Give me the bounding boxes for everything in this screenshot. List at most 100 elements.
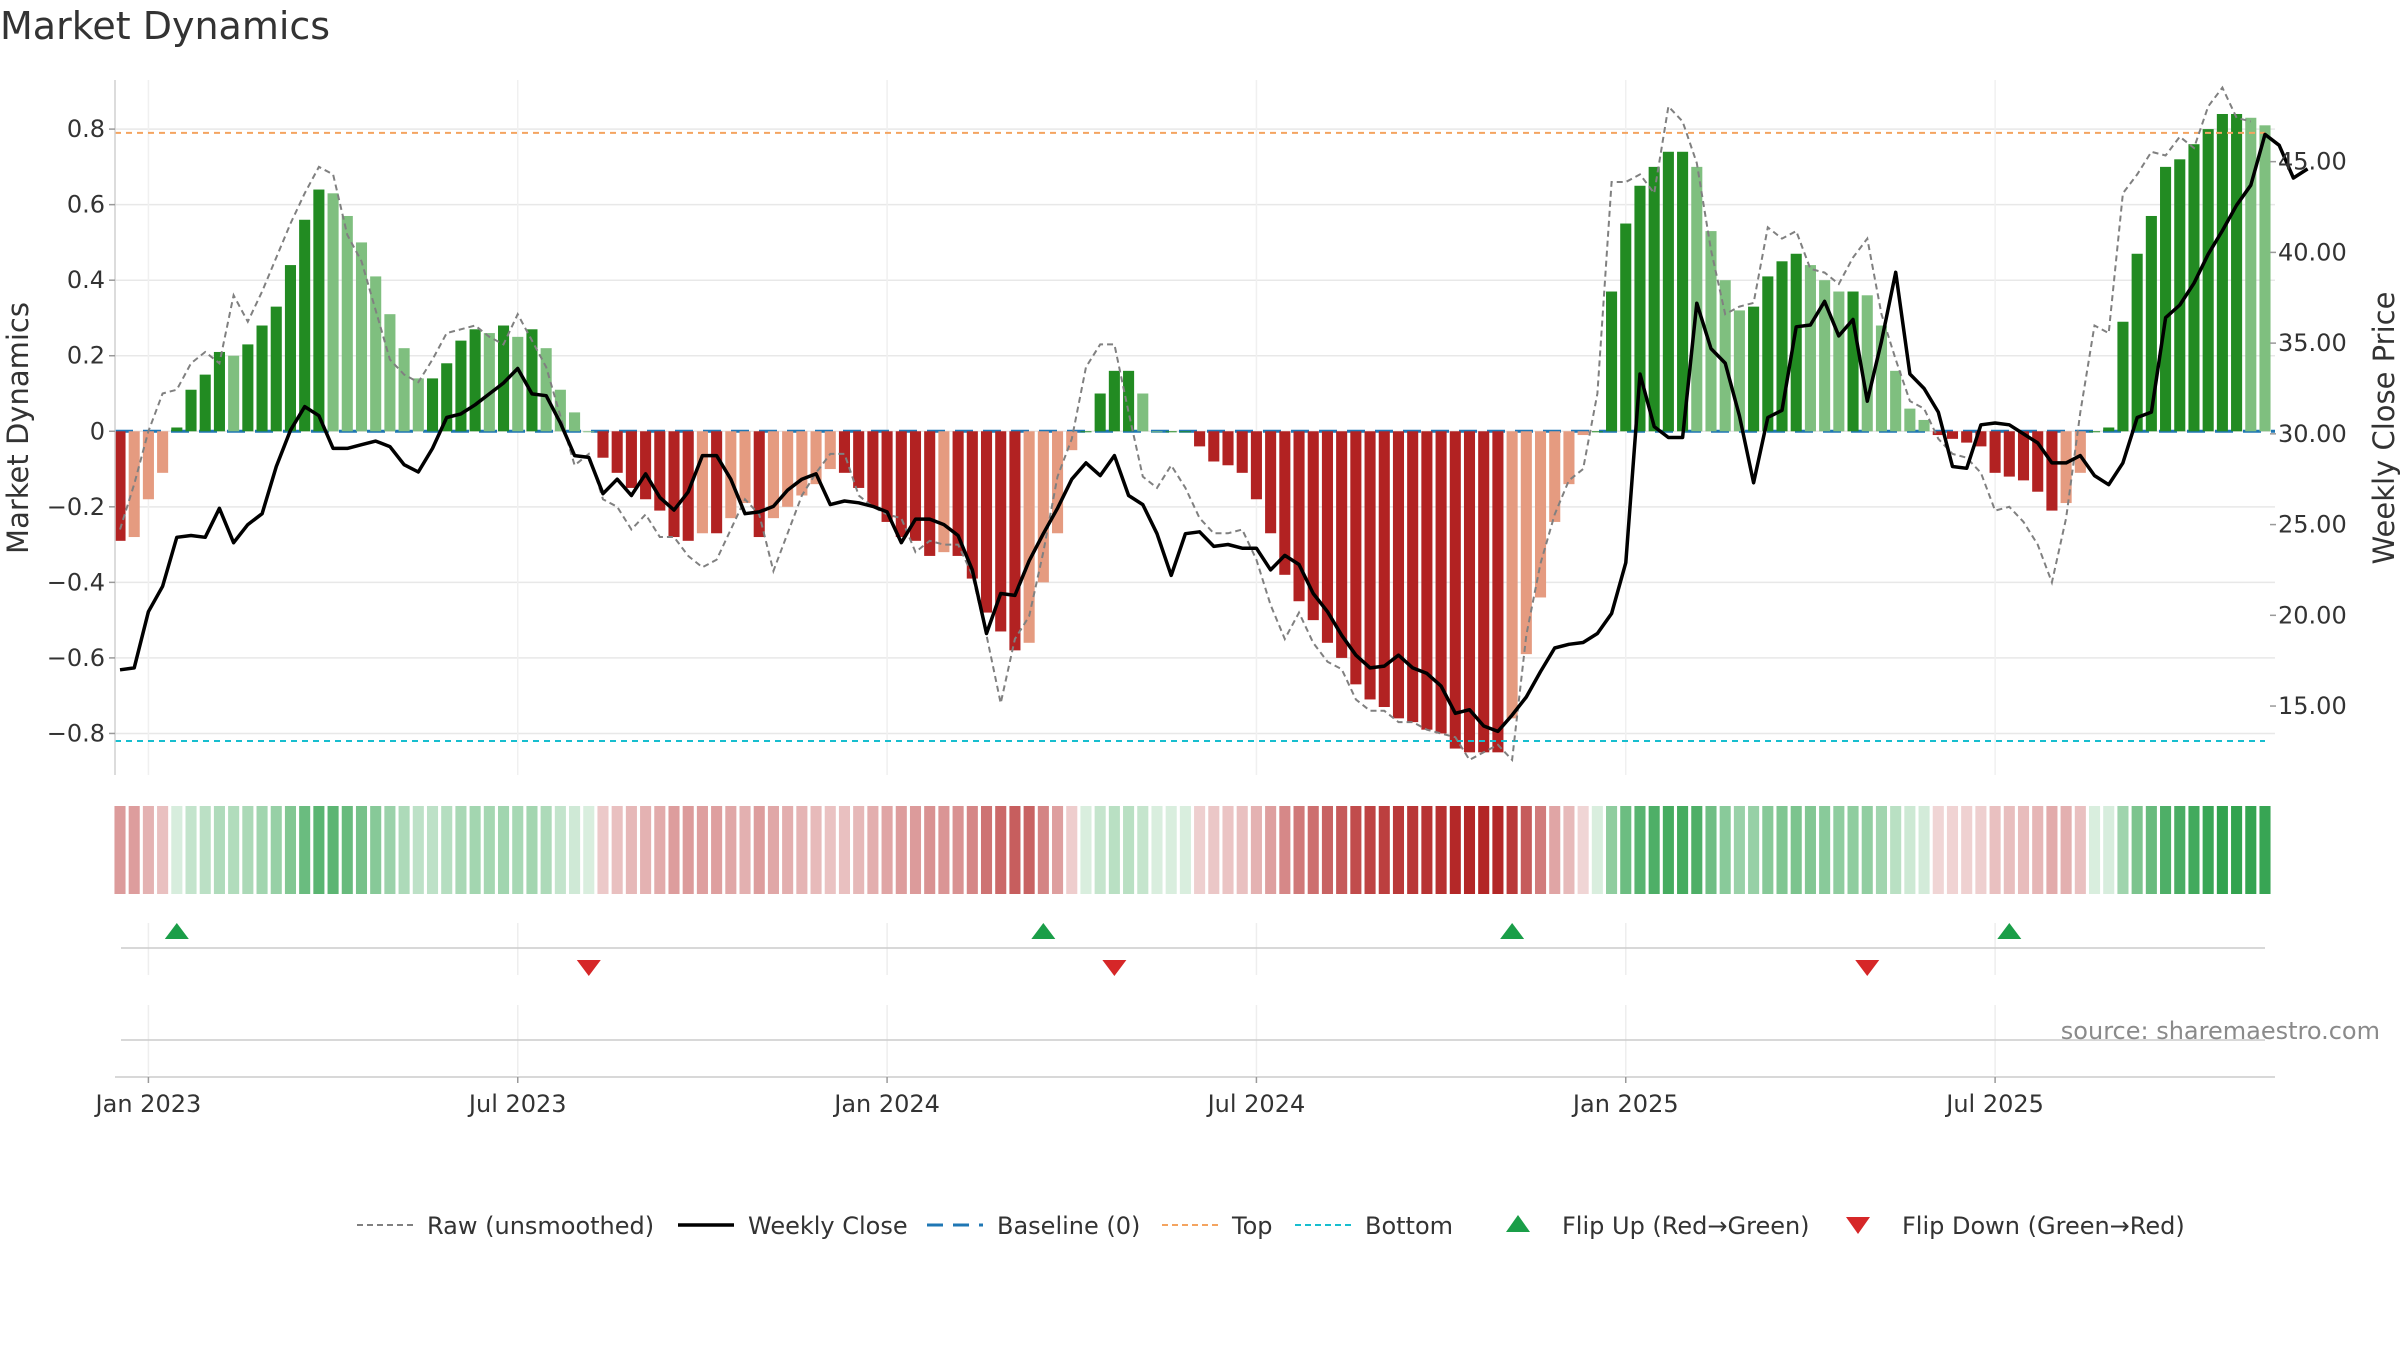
histogram-bar [213, 351, 225, 432]
histogram-bar [498, 325, 510, 432]
histogram-bar [1691, 166, 1703, 432]
ribbon-cell [2131, 806, 2143, 894]
y2-tick-label: 45.00 [2278, 148, 2347, 176]
ribbon-cell [1549, 806, 1561, 894]
x-axis: Jan 2023 Jul 2023 Jan 2024 Jul 2024 Jan 2025… [94, 1077, 2044, 1118]
ribbon-cell [867, 806, 879, 894]
y-tick-label: −0.6 [47, 644, 105, 672]
histogram-bar [909, 431, 922, 541]
histogram-bar [725, 431, 737, 519]
legend-item-raw: Raw (unsmoothed) [357, 1212, 654, 1240]
ribbon-cell [725, 806, 737, 894]
histogram-bar [2074, 431, 2086, 473]
histogram-bar [980, 431, 993, 613]
ribbon-cell [654, 806, 666, 894]
x-tick-label: Jan 2025 [1571, 1090, 1679, 1118]
ribbon-cell [1094, 806, 1106, 894]
ribbon-cell [540, 806, 552, 894]
histogram-bar [1449, 431, 1461, 749]
ribbon-cell [299, 806, 311, 894]
histogram-bar [2245, 117, 2257, 432]
ribbon-cell [2032, 806, 2044, 894]
histogram-bar [384, 314, 396, 432]
histogram-bar [242, 344, 254, 432]
ribbon-cell [952, 806, 964, 894]
histogram-bar [711, 431, 723, 534]
chart-title: Market Dynamics [0, 4, 331, 48]
ribbon-cell [1790, 806, 1802, 894]
ribbon-cell [611, 806, 623, 894]
ribbon-cell [228, 806, 240, 894]
x-tick-label: Jul 2025 [1944, 1090, 2044, 1118]
histogram-bar [824, 431, 836, 470]
histogram-bar [1435, 431, 1447, 734]
ribbon-cell [469, 806, 481, 894]
ribbon-cell [483, 806, 495, 894]
y-tick-label: 0.4 [67, 266, 105, 294]
ribbon-cell [2003, 806, 2015, 894]
ribbon-cell [796, 806, 808, 894]
histogram-bar [2003, 431, 2015, 477]
histogram-bar [1279, 431, 1291, 575]
histogram-bar [2174, 159, 2186, 432]
histogram-bar [228, 355, 240, 432]
flip-up-marker [1031, 923, 1056, 939]
histogram-bar [1208, 431, 1220, 462]
legend-label: Flip Down (Green→Red) [1902, 1212, 2185, 1240]
ribbon-cell [1932, 806, 1944, 894]
ribbon-cell [1350, 806, 1362, 894]
ribbon-cell [2160, 806, 2172, 894]
histogram-bar [895, 431, 907, 538]
histogram-bar [441, 363, 453, 432]
ribbon-cell [696, 806, 708, 894]
histogram-bar [1506, 431, 1518, 719]
ribbon-cell [1336, 806, 1348, 894]
weekly-close-line [119, 132, 2309, 734]
histogram-bar [1478, 431, 1490, 753]
ribbon-cell [569, 806, 581, 894]
ribbon-cell [767, 806, 779, 894]
ribbon-cell [824, 806, 836, 894]
ribbon-cell [1208, 806, 1220, 894]
y2-tick-label: 35.00 [2278, 329, 2347, 357]
legend-label: Raw (unsmoothed) [427, 1212, 654, 1240]
histogram-bar [1009, 431, 1021, 651]
ribbon-cell [327, 806, 339, 894]
histogram-bar [398, 348, 410, 432]
histogram-bar [185, 389, 197, 432]
grid [115, 80, 2275, 775]
y2-axis-label: Weekly Close Price [2367, 292, 2400, 565]
histogram-bar [668, 431, 680, 538]
ribbon-cell [426, 806, 439, 894]
histogram-bar [313, 189, 325, 432]
histogram-bar [1378, 431, 1390, 708]
ribbon-cell [270, 806, 282, 894]
histogram-bar [1989, 431, 2001, 473]
ribbon-cell [1080, 806, 1092, 894]
histogram-bar [142, 431, 154, 500]
flip-up-marker [164, 923, 189, 939]
histogram-bar [938, 431, 950, 553]
histogram-bars [114, 113, 2271, 753]
ribbon-cell [355, 806, 368, 894]
ribbon-cell [782, 806, 794, 894]
ribbon-cell [625, 806, 637, 894]
ribbon-cell [1137, 806, 1149, 894]
source-label: source: sharemaestro.com [2061, 1017, 2380, 1045]
ribbon-cell [1066, 806, 1078, 894]
legend-label: Baseline (0) [997, 1212, 1140, 1240]
ribbon-cell [838, 806, 851, 894]
ribbon-cell [2145, 806, 2157, 894]
weekly-close-series-line [119, 132, 2309, 734]
ribbon-cell [1250, 806, 1262, 894]
legend-item-bottom: Bottom [1295, 1212, 1453, 1240]
y-tick-label: 0.6 [67, 191, 105, 219]
histogram-bar [1620, 223, 1632, 432]
histogram-bar [1321, 431, 1333, 643]
histogram-bar [1179, 431, 1191, 433]
ribbon-cell [1364, 806, 1376, 894]
histogram-bar [2017, 431, 2030, 481]
x-tick-label: Jan 2024 [832, 1090, 940, 1118]
histogram-bar [1407, 431, 1419, 723]
ribbon-cell [2074, 806, 2086, 894]
